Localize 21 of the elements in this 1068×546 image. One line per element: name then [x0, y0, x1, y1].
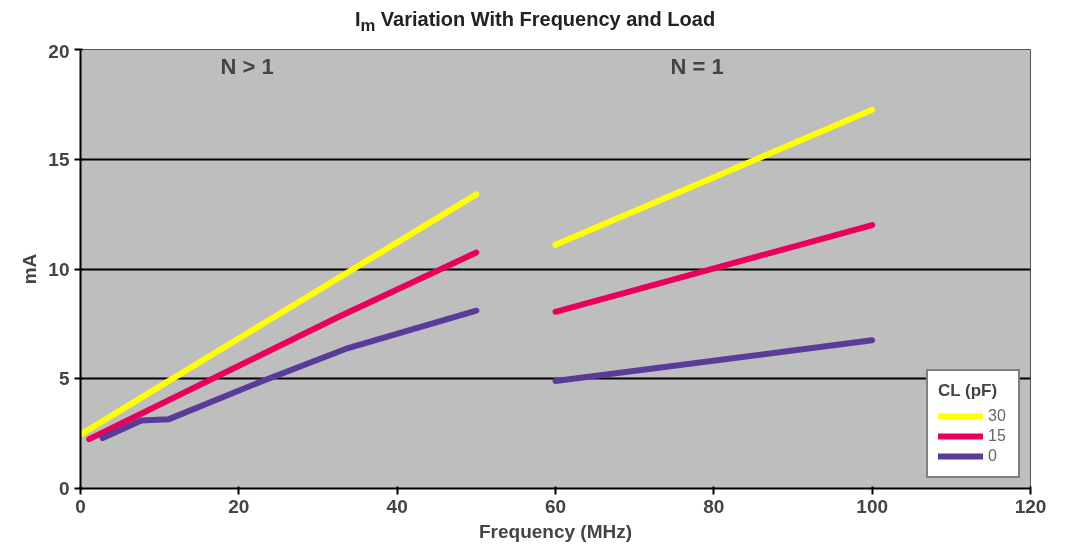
x-tick-label: 60 — [544, 495, 567, 517]
y-tick-label: 10 — [48, 258, 70, 280]
annotation: N = 1 — [670, 53, 724, 79]
x-tick-label: 120 — [1014, 495, 1047, 517]
x-tick-label: 100 — [856, 495, 889, 517]
y-tick-label: 20 — [48, 40, 70, 62]
x-axis-title: Frequency (MHz) — [478, 520, 633, 542]
x-tick-label: 40 — [386, 495, 408, 517]
y-tick-label: 0 — [58, 478, 70, 499]
legend-label: 30 — [988, 407, 1007, 425]
y-tick-label: 5 — [58, 368, 70, 390]
x-tick-label: 80 — [703, 495, 725, 517]
legend-label: 0 — [988, 447, 998, 465]
annotation: N > 1 — [220, 53, 274, 79]
y-axis-title: mA — [19, 253, 41, 285]
chart-title: I$_{m}$ Variation With Frequency and Load — [354, 7, 716, 37]
legend-title: CL (pF) — [938, 381, 999, 401]
y-tick-label: 15 — [48, 148, 70, 170]
x-tick-label: 20 — [228, 495, 250, 517]
x-tick-label: 0 — [75, 495, 86, 517]
legend-label: 15 — [988, 427, 1007, 445]
